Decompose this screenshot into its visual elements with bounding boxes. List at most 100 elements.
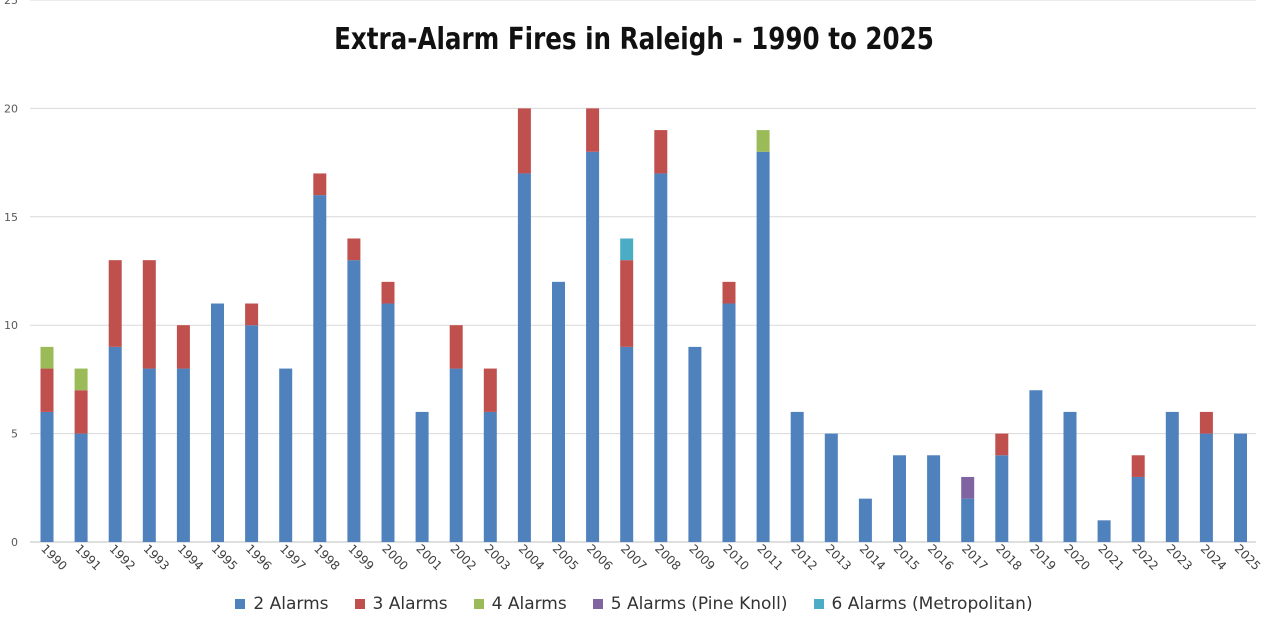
x-tick-label: 2024 [1198,542,1229,573]
legend-item-5-alarms: 5 Alarms (Pine Knoll) [592,594,788,614]
bar-segment [1199,433,1213,542]
bar-segment [74,433,88,542]
x-tick-label: 2022 [1130,542,1161,573]
bar-segment [381,281,395,304]
bar-segment [415,411,429,542]
bar-segment [1165,411,1179,542]
legend-label: 5 Alarms (Pine Knoll) [610,594,788,614]
y-tick-label: 5 [11,428,18,441]
legend-label: 2 Alarms [253,594,329,614]
bar-segment [313,195,327,542]
bar-segment [688,346,702,542]
bar-segment [517,173,531,542]
x-tick-label: 1991 [72,542,103,573]
bar-segment [74,368,88,391]
bar-segment [347,260,361,542]
x-tick-label: 2016 [925,542,956,573]
x-tick-label: 1990 [38,542,69,573]
x-tick-label: 2017 [959,542,990,573]
bar-segment [858,498,872,542]
bar-segment [654,173,668,542]
y-tick-label: 25 [4,0,18,7]
legend-swatch [473,599,484,609]
x-tick-label: 2023 [1164,542,1195,573]
bar-segment [1199,411,1213,434]
legend-label: 3 Alarms [372,594,448,614]
legend-swatch [354,599,365,609]
bar-segment [756,130,770,152]
bar-segment [176,325,190,369]
x-tick-label: 1998 [311,542,342,573]
bar-segment [483,411,497,542]
bar-segment [142,260,156,369]
legend-swatch [813,599,824,609]
x-tick-label: 2014 [857,542,888,573]
bar-segment [142,368,156,542]
legend-item-2-alarms: 2 Alarms [235,594,329,614]
legend: 2 Alarms 3 Alarms 4 Alarms 5 Alarms (Pin… [0,594,1268,614]
bar-segment [790,411,804,542]
chart-title: Extra-Alarm Fires in Raleigh - 1990 to 2… [334,22,934,57]
bar-segment [245,303,259,326]
x-tick-label: 2013 [823,542,854,573]
legend-label: 6 Alarms (Metropolitan) [831,594,1033,614]
x-tick-label: 2021 [1095,542,1126,573]
bar-segment [1131,455,1145,477]
bar-segment [995,433,1009,456]
x-tick-label: 2003 [482,542,513,573]
y-tick-label: 0 [11,536,18,549]
x-tick-label: 2004 [516,542,547,573]
x-tick-label: 2008 [652,542,683,573]
bar-segment [961,498,975,542]
bar-segment [449,368,463,542]
bar-segment [1234,433,1247,542]
x-tick-label: 1997 [277,542,308,573]
y-tick-label: 15 [4,211,18,224]
bar-segment [620,238,634,261]
bar-segment [1063,411,1077,542]
legend-swatch [592,599,603,609]
legend-item-3-alarms: 3 Alarms [354,594,448,614]
bar-segment [722,281,736,304]
bar-segment [108,260,122,347]
bar-segment [381,303,395,542]
x-tick-label: 2025 [1232,542,1263,573]
bar-segment [517,108,531,174]
bar-segment [176,368,190,542]
x-tick-label: 2015 [891,542,922,573]
x-tick-label: 2018 [993,542,1024,573]
x-tick-label: 2001 [413,542,444,573]
x-tick-label: 1994 [175,542,206,573]
x-tick-label: 2011 [754,542,785,573]
x-tick-label: 2006 [584,542,615,573]
bar-segment [1097,520,1111,542]
bar-segment [654,130,668,174]
x-tick-label: 2000 [379,542,410,573]
bar-segment [40,411,54,542]
legend-swatch [235,599,246,609]
x-tick-label: 2005 [550,542,581,573]
bar-segment [449,325,463,369]
x-tick-label: 2010 [720,542,751,573]
bar-segment [893,455,906,542]
bar-segment [620,346,634,542]
x-tick-label: 2020 [1061,542,1092,573]
y-tick-label: 20 [4,102,18,115]
legend-label: 4 Alarms [491,594,567,614]
x-tick-label: 2019 [1027,542,1058,573]
bar-segment [552,281,565,542]
bar-segment [722,303,736,542]
bar-segment [313,173,327,196]
bar-segment [961,476,975,499]
bar-segment [1131,476,1145,542]
bar-segment [74,390,88,434]
legend-item-6-alarms: 6 Alarms (Metropolitan) [813,594,1033,614]
bar-segment [586,108,600,152]
bar-segment [40,346,54,369]
x-tick-label: 2002 [448,542,479,573]
legend-item-4-alarms: 4 Alarms [473,594,567,614]
bar-segment [927,455,941,542]
x-tick-label: 2009 [686,542,717,573]
bar-segment [347,238,361,261]
